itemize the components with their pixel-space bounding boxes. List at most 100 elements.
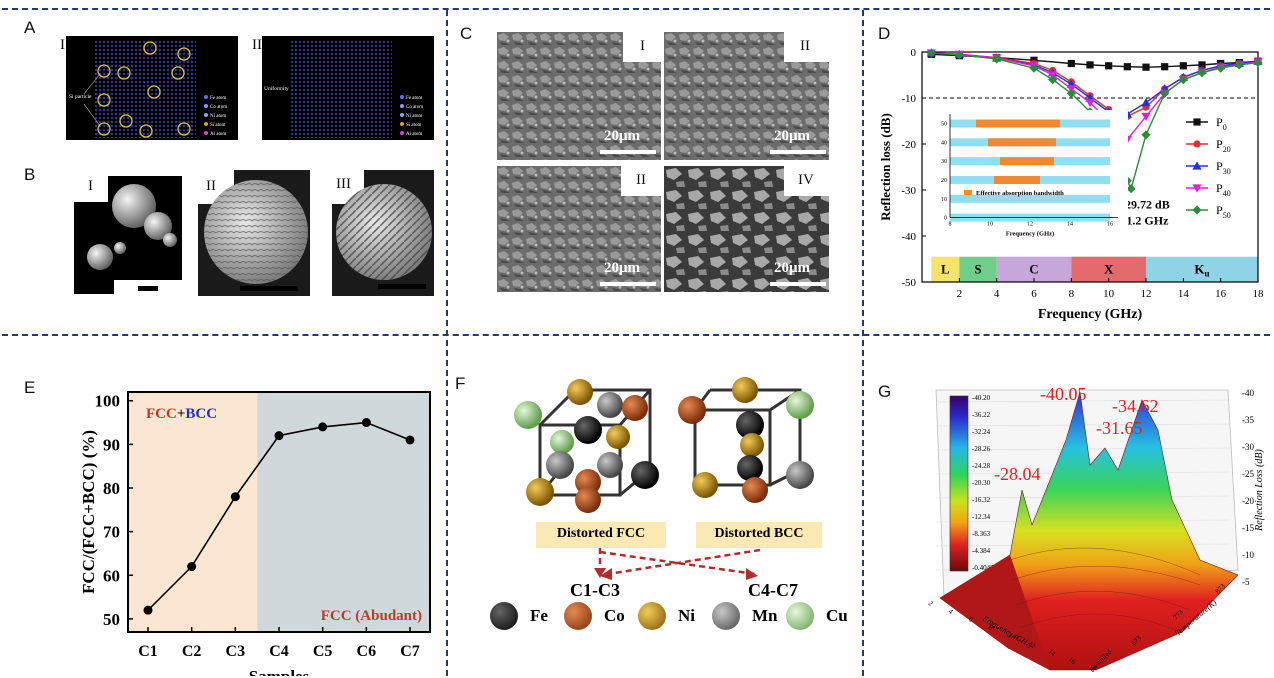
data-point (1160, 88, 1170, 98)
band-c (996, 256, 1072, 282)
colorbar-label: -36.22 (972, 411, 991, 419)
legend-label: P40 (1216, 181, 1231, 198)
contour-line (1019, 613, 1181, 633)
data-point (1048, 75, 1058, 85)
x-tick-label: C4 (269, 643, 289, 660)
data-point (1086, 61, 1094, 69)
eab-bar (994, 175, 1040, 184)
panel-label-b: B (24, 165, 36, 184)
z-tick-label: -35 (1242, 415, 1254, 425)
sem-image-b3 (332, 170, 434, 296)
x-tick-label: 12 (1027, 639, 1038, 650)
colorbar-label: -28.26 (972, 445, 991, 453)
region-fcc-abundant (257, 392, 430, 632)
band-label-s: S (974, 262, 981, 277)
x-tick-label: C2 (182, 643, 202, 660)
panel-label-g: G (878, 382, 892, 401)
left-divider (446, 10, 448, 676)
sem-image-c4 (664, 166, 829, 292)
colorbar-label: -24.28 (972, 462, 991, 470)
legend-marker (1192, 184, 1202, 193)
y-tick-label: -20 (901, 139, 916, 151)
scalebar-c3 (600, 282, 656, 286)
x-tick-label: 14 (1178, 288, 1190, 300)
legend-dot-al (204, 131, 208, 135)
panel-c-sub-1: I (640, 38, 645, 54)
legend-marker (1193, 118, 1201, 126)
data-point (1198, 61, 1206, 69)
inset-x-tick: 12 (1027, 222, 1033, 228)
z-tick-label: -25 (1242, 469, 1254, 479)
data-point (143, 605, 153, 615)
legend2-fe: Fe atom (406, 96, 422, 101)
x-tick-label: 12 (1141, 288, 1152, 300)
data-point (1141, 112, 1151, 121)
panel-label-a: A (24, 18, 36, 37)
series-p20 (927, 49, 1262, 120)
legend-marker (1192, 161, 1202, 170)
sem-image-b2 (198, 170, 310, 296)
scalebar-c2 (770, 150, 826, 154)
x-tick-label: C7 (400, 643, 420, 660)
rl-surface-front (940, 555, 1050, 670)
distorted-fcc-box (536, 522, 666, 548)
data-point (318, 422, 328, 432)
data-point (1105, 62, 1113, 70)
y-tick-label: -50 (901, 277, 916, 289)
data-point (1179, 62, 1187, 70)
data-point (1178, 75, 1188, 85)
x-tick-label: C3 (226, 643, 246, 660)
atom-ball-ni (638, 602, 666, 630)
min-rl-value: -29.72 dB (1121, 198, 1170, 212)
x-tick-label: 2 (927, 599, 935, 608)
band-label-c: C (1029, 262, 1038, 277)
x-tick-label: 16 (1215, 288, 1227, 300)
panel-c-sub-3: II (636, 172, 646, 188)
legend2-si: Si atom (406, 123, 422, 128)
data-point (1066, 88, 1076, 98)
panel-label-e: E (24, 378, 36, 397)
peak-label: -28.04 (994, 464, 1041, 484)
x-axis-label: Samples (249, 667, 310, 676)
atom-legend: Fe Co Ni Mn Cu (490, 602, 860, 642)
legend-co: Co atom (210, 105, 227, 110)
band-label-l: L (941, 262, 950, 277)
fcc-ratio-chart: FCC+BCC FCC (Abudant) 50 60 70 80 90 100 C1 C2 C3 C… (79, 391, 431, 676)
y-tick-label: -10 (901, 93, 916, 105)
data-point (1141, 130, 1151, 140)
colorbar-label: -40.20 (972, 394, 991, 402)
band-ku (1146, 256, 1258, 282)
y-tick-label: 0 (911, 47, 917, 59)
legend2-co: Co atom (406, 105, 423, 110)
atom-legend-item-cu: Cu (786, 602, 848, 630)
distorted-fcc-label: Distorted FCC (556, 526, 646, 541)
sem-image-c2 (664, 32, 829, 160)
distorted-bcc-box (696, 522, 822, 548)
inset-y-tick: 40 (941, 140, 947, 146)
scale-label-c4: 20μm (774, 260, 810, 276)
peak-label: -31.65 (1096, 418, 1143, 438)
reflection-loss-3d-surface: -40.20 -36.22 -32.24 -28.26 -24.28 -20.30 -16.… (927, 384, 1265, 674)
middle-border (2, 334, 1270, 336)
x-tick-label: 6 (1031, 288, 1037, 300)
legend-label: P50 (1216, 203, 1231, 220)
contour-line (1009, 547, 1201, 576)
data-point (274, 431, 284, 441)
atom-label-mn: Mn (752, 606, 778, 625)
uniformity-annotation: Uniformity (264, 85, 289, 92)
inset-x-tick: 8 (949, 222, 952, 228)
x-tick-label: 8 (1069, 288, 1075, 300)
inset-y-tick: 50 (941, 122, 947, 128)
colorbar-label: -16.32 (972, 496, 991, 504)
right-divider (862, 10, 864, 676)
atom-ball-co (564, 602, 592, 630)
x-tick-label: C6 (357, 643, 377, 660)
contour-line (1011, 565, 1201, 586)
scalebar-c1 (600, 150, 656, 154)
inset-legend-label: Effective absorption bandwidth (976, 190, 1064, 197)
peak-label: -34.62 (1112, 396, 1159, 416)
legend-si: Si atom (210, 123, 226, 128)
data-point (361, 418, 371, 428)
atom-ball-mn (712, 602, 740, 630)
legend-label: P0 (1216, 115, 1227, 132)
